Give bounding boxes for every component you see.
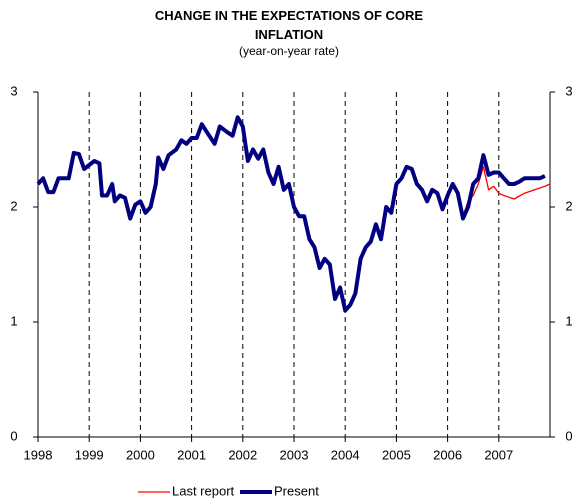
chart-title: CHANGE IN THE EXPECTATIONS OF CORE INFLA…: [154, 8, 424, 42]
x-tick-label: 2002: [228, 447, 257, 462]
series-line: [36, 115, 546, 313]
y-tick-label: 1: [10, 313, 17, 328]
x-tick-label: 2007: [484, 447, 513, 462]
series-line: [462, 166, 551, 217]
y-tick-label: 0: [10, 428, 17, 443]
x-tick-label: 1999: [75, 447, 104, 462]
x-tick-label: 2005: [382, 447, 411, 462]
legend-label: Last report: [172, 483, 235, 498]
y2-tick-label: 3: [565, 83, 572, 98]
y2-tick-label: 2: [565, 198, 572, 213]
legend-label: Present: [274, 483, 319, 498]
x-tick-label: 2000: [126, 447, 155, 462]
y2-tick-label: 1: [565, 313, 572, 328]
x-tick-label: 1998: [24, 447, 53, 462]
x-tick-label: 2003: [280, 447, 309, 462]
y-tick-label: 3: [10, 83, 17, 98]
y2-tick-label: 0: [565, 428, 572, 443]
x-tick-label: 2001: [177, 447, 206, 462]
y-tick-label: 2: [10, 198, 17, 213]
x-tick-label: 2004: [331, 447, 360, 462]
chart-subtitle: (year-on-year rate): [238, 44, 340, 58]
x-tick-label: 2006: [433, 447, 462, 462]
